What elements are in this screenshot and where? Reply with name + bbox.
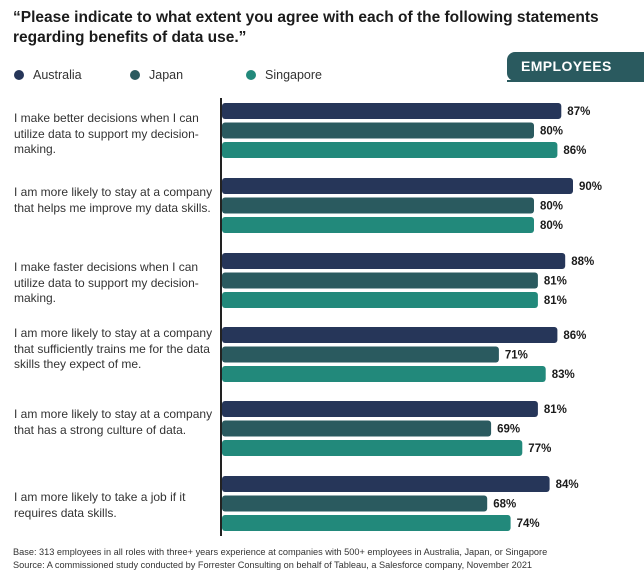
- bar-australia-4: [222, 327, 558, 343]
- statement-label-1: I make better decisions when I can utili…: [14, 111, 199, 156]
- badge-underline: [507, 80, 644, 82]
- legend-item-singapore: Singapore: [246, 68, 322, 82]
- value-label-australia-5: 81%: [544, 404, 567, 416]
- value-label-japan-3: 81%: [544, 276, 567, 288]
- bar-australia-5: [222, 401, 538, 417]
- singapore-swatch-icon: [246, 70, 256, 80]
- bar-australia-1: [222, 103, 562, 119]
- japan-swatch-icon: [130, 70, 140, 80]
- bar-singapore-5: [222, 440, 523, 456]
- legend-label-singapore: Singapore: [265, 68, 322, 82]
- value-label-singapore-6: 74%: [517, 518, 540, 530]
- bar-singapore-6: [222, 515, 511, 531]
- legend-label-australia: Australia: [33, 68, 82, 82]
- bar-japan-6: [222, 495, 488, 512]
- bar-japan-3: [222, 272, 538, 289]
- bar-singapore-1: [222, 142, 558, 158]
- statement-label-5: I am more likely to stay at a company th…: [14, 407, 213, 437]
- statement-label-6: I am more likely to take a job if it req…: [14, 490, 186, 520]
- bar-australia-6: [222, 476, 550, 492]
- value-label-australia-3: 88%: [571, 256, 594, 268]
- value-label-japan-5: 69%: [497, 424, 520, 436]
- value-label-australia-1: 87%: [567, 106, 590, 118]
- australia-swatch-icon: [14, 70, 24, 80]
- value-label-singapore-2: 80%: [540, 220, 563, 232]
- value-label-japan-1: 80%: [540, 126, 563, 138]
- value-label-japan-2: 80%: [540, 201, 563, 213]
- bar-japan-4: [222, 346, 499, 363]
- statement-label-3: I make faster decisions when I can utili…: [14, 260, 199, 305]
- value-label-japan-4: 71%: [505, 350, 528, 362]
- value-label-australia-6: 84%: [556, 479, 579, 491]
- bar-singapore-2: [222, 217, 534, 233]
- footer-base: Base: 313 employees in all roles with th…: [13, 547, 548, 557]
- footer: Base: 313 employees in all roles with th…: [13, 546, 547, 572]
- value-label-singapore-1: 86%: [563, 145, 586, 157]
- legend-item-australia: Australia: [14, 68, 82, 82]
- value-label-australia-2: 90%: [579, 181, 602, 193]
- value-label-singapore-3: 81%: [544, 295, 567, 307]
- footer-source: Source: A commissioned study conducted b…: [13, 560, 533, 570]
- y-axis-line: [220, 98, 222, 536]
- statement-label-2: I am more likely to stay at a company th…: [14, 185, 213, 215]
- bar-australia-3: [222, 253, 566, 269]
- bar-japan-5: [222, 420, 492, 437]
- value-label-singapore-5: 77%: [528, 443, 551, 455]
- value-label-japan-6: 68%: [493, 499, 516, 511]
- bar-japan-2: [222, 197, 534, 214]
- legend-item-japan: Japan: [130, 68, 183, 82]
- employees-badge: EMPLOYEES: [507, 52, 644, 81]
- bar-singapore-3: [222, 292, 538, 308]
- bar-singapore-4: [222, 366, 546, 382]
- value-label-singapore-4: 83%: [552, 369, 575, 381]
- bar-japan-1: [222, 122, 534, 139]
- value-label-australia-4: 86%: [563, 330, 586, 342]
- chart-title: “Please indicate to what extent you agre…: [13, 9, 599, 46]
- legend-label-japan: Japan: [149, 68, 184, 82]
- statement-label-4: I am more likely to stay at a company th…: [14, 326, 213, 371]
- bar-australia-2: [222, 178, 573, 194]
